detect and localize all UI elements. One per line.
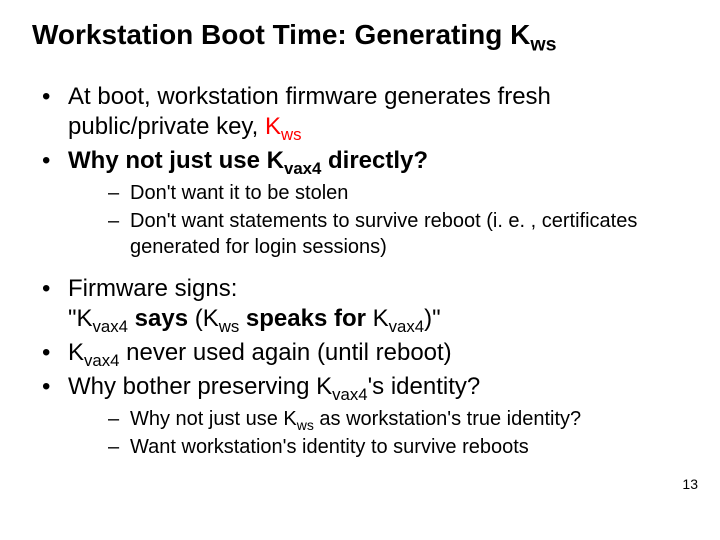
bullet-2-text: Why not just use Kvax4 directly? [68, 147, 428, 174]
page-number: 13 [682, 476, 698, 492]
bullet-1: At boot, workstation firmware generates … [40, 82, 688, 142]
b4-t1: K [68, 339, 84, 366]
b3-q1: "K [68, 305, 93, 332]
b3-q6: )" [424, 305, 441, 332]
bullet-2-sub2: Don't want statements to survive reboot … [108, 208, 688, 260]
bullet-1-text: At boot, workstation firmware generates … [68, 83, 551, 140]
b5-s1a: Why not just use K [130, 408, 297, 430]
bullet-5-sublist: Why not just use Kws as workstation's tr… [108, 406, 688, 460]
bullet-2: Why not just use Kvax4 directly? Don't w… [40, 146, 688, 260]
b5-s1sub: ws [297, 417, 314, 433]
b5-sub: vax4 [332, 384, 367, 403]
bullet-5-sub2: Want workstation's identity to survive r… [108, 434, 688, 460]
b3-q3: (K [188, 305, 219, 332]
b5-t2: 's identity? [368, 373, 481, 400]
bullet-3: Firmware signs: "Kvax4 says (Kws speaks … [40, 274, 688, 334]
title-text: Workstation Boot Time: Generating K [32, 19, 530, 50]
slide-title: Workstation Boot Time: Generating Kws [32, 18, 688, 52]
b3-q5: K [366, 305, 389, 332]
b3-q3sub: ws [219, 316, 240, 335]
b5-s1b: as workstation's true identity? [314, 408, 581, 430]
b5-t1: Why bother preserving K [68, 373, 332, 400]
bullet-1-key: Kws [265, 113, 302, 140]
bullet-2-sublist: Don't want it to be stolen Don't want st… [108, 180, 688, 260]
b4-sub: vax4 [84, 350, 119, 369]
b3-q5sub: vax4 [389, 316, 424, 335]
bullet-list: At boot, workstation firmware generates … [40, 82, 688, 460]
b4-t2: never used again (until reboot) [119, 339, 451, 366]
bullet-3-line1: Firmware signs: [68, 275, 237, 302]
slide: Workstation Boot Time: Generating Kws At… [0, 0, 720, 540]
bullet-2-t2: directly? [321, 147, 428, 174]
bullet-1-k: K [265, 113, 281, 140]
bullet-1-ksub: ws [281, 124, 302, 143]
bullet-4: Kvax4 never used again (until reboot) [40, 338, 688, 368]
bullet-2-t1: Why not just use K [68, 147, 284, 174]
bullet-2-sub: vax4 [284, 158, 321, 177]
bullet-5: Why bother preserving Kvax4's identity? … [40, 372, 688, 460]
bullet-2-sub1: Don't want it to be stolen [108, 180, 688, 206]
b3-q1sub: vax4 [93, 316, 128, 335]
title-subscript: ws [530, 34, 556, 56]
b3-q4: speaks for [239, 305, 366, 332]
bullet-3-quote: "Kvax4 says (Kws speaks for Kvax4)" [68, 305, 441, 332]
b3-q2: says [128, 305, 188, 332]
bullet-5-sub1: Why not just use Kws as workstation's tr… [108, 406, 688, 432]
